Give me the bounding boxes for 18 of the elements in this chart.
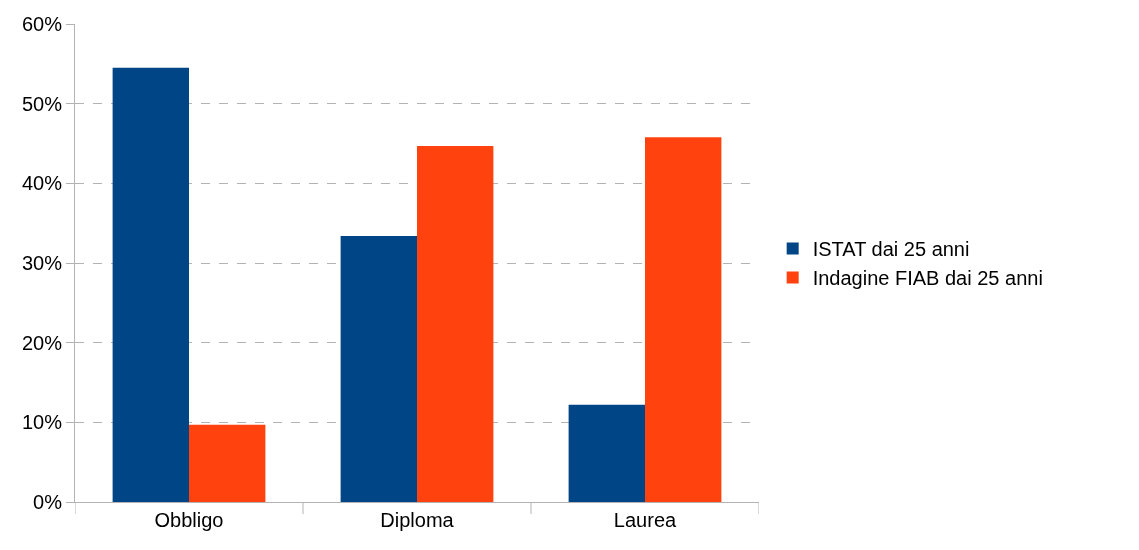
bar [568, 404, 645, 502]
x-tick-label: Obbligo [154, 509, 224, 531]
bar [112, 67, 189, 502]
y-tick-label: 0% [33, 491, 63, 513]
y-tick-label: 40% [21, 172, 63, 195]
legend-label: ISTAT dai 25 anni [812, 238, 970, 261]
legend-label: Indagine FIAB dai 25 anni [812, 267, 1043, 290]
bar [340, 235, 417, 502]
bar [417, 145, 494, 502]
y-tick-label: 20% [21, 331, 63, 354]
x-tick-label: Laurea [613, 509, 678, 531]
y-tick-label: 50% [21, 92, 63, 115]
bar [189, 424, 266, 502]
bar [645, 137, 722, 502]
y-tick-label: 30% [21, 252, 63, 274]
y-tick-label: 60% [21, 13, 63, 35]
y-tick-label: 10% [21, 411, 63, 434]
x-tick-label: Diploma [380, 509, 455, 531]
